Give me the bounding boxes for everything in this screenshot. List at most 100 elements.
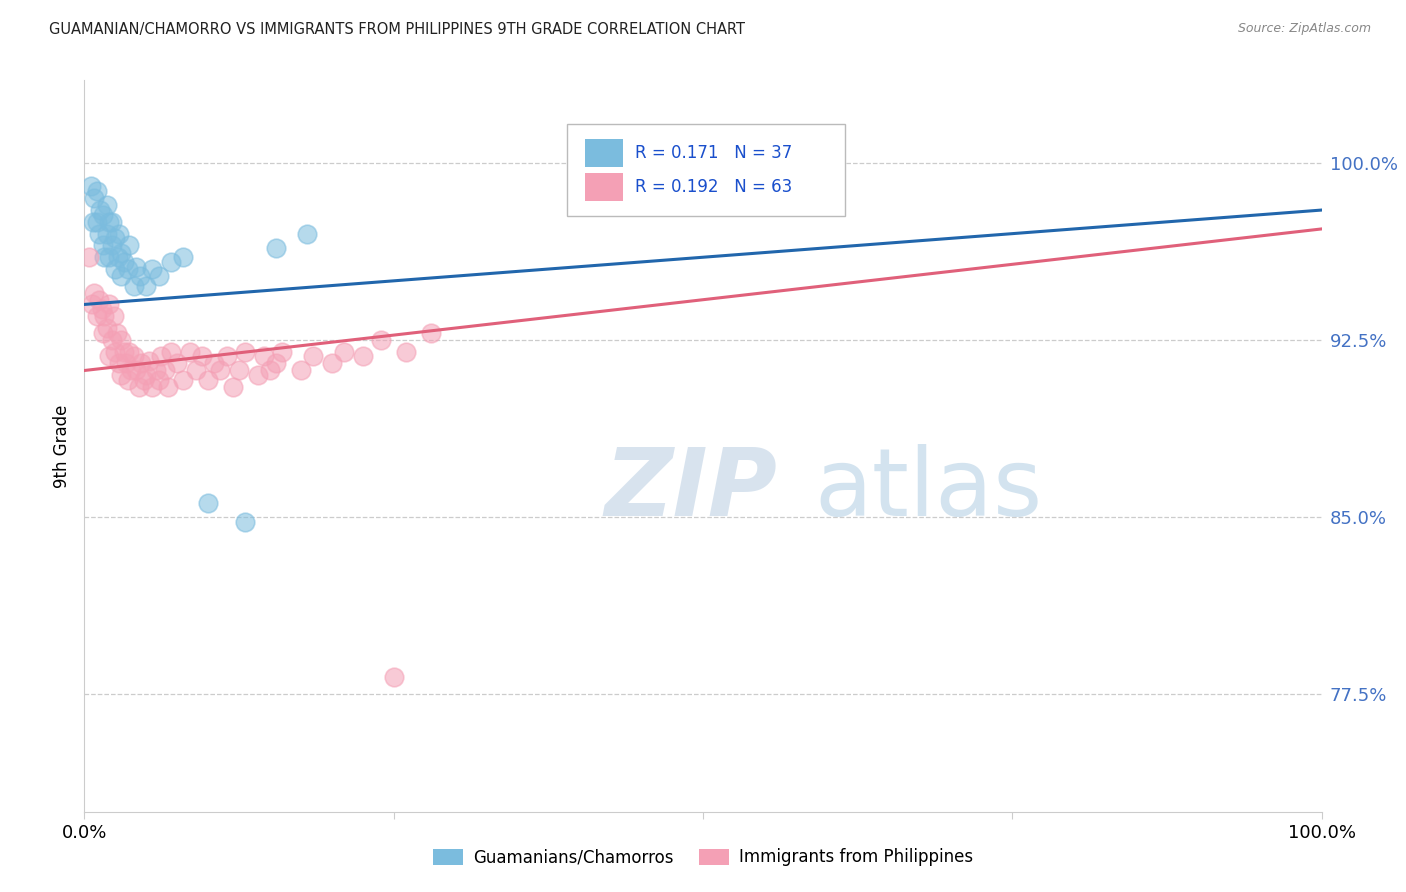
Point (122, 278, 145, 293)
Point (215, 349, 238, 363)
Point (148, 269, 170, 284)
Point (197, 373, 219, 387)
Point (233, 344, 256, 359)
FancyBboxPatch shape (567, 124, 845, 216)
Point (86, 215, 108, 229)
Point (108, 227, 131, 241)
Point (209, 363, 232, 377)
Legend: Guamanians/Chamorros, Immigrants from Philippines: Guamanians/Chamorros, Immigrants from Ph… (426, 841, 980, 873)
Point (112, 344, 135, 359)
Point (125, 260, 148, 274)
Point (98, 349, 121, 363)
Point (110, 269, 132, 284)
Point (118, 238, 141, 252)
Text: Source: ZipAtlas.com: Source: ZipAtlas.com (1237, 22, 1371, 36)
Point (110, 333, 132, 347)
Point (80, 297, 103, 311)
Point (98, 250, 121, 264)
Point (91, 326, 114, 340)
Point (157, 380, 180, 394)
Point (79, 179, 101, 194)
Text: R = 0.192   N = 63: R = 0.192 N = 63 (636, 178, 792, 196)
Point (197, 495, 219, 509)
Point (96, 321, 118, 335)
Point (135, 278, 157, 293)
Point (166, 356, 188, 370)
Point (395, 344, 418, 359)
Point (191, 349, 214, 363)
Point (333, 344, 356, 359)
Text: ZIP: ZIP (605, 444, 778, 536)
Point (108, 356, 131, 370)
Point (132, 373, 155, 387)
Point (112, 255, 135, 269)
Point (271, 344, 294, 359)
Point (160, 255, 183, 269)
Point (89, 202, 111, 217)
Point (105, 326, 128, 340)
Point (91, 208, 114, 222)
Point (122, 349, 145, 363)
Point (141, 262, 163, 277)
Point (233, 515, 256, 529)
Point (290, 363, 312, 377)
Point (135, 368, 157, 383)
Point (93, 250, 115, 264)
Point (172, 373, 194, 387)
Point (246, 368, 269, 383)
Point (110, 368, 132, 383)
Point (118, 344, 141, 359)
Y-axis label: 9th Grade: 9th Grade (53, 404, 72, 488)
Point (86, 310, 108, 324)
Point (107, 250, 129, 264)
Point (98, 215, 121, 229)
Point (148, 373, 170, 387)
Point (129, 356, 152, 370)
Point (160, 344, 183, 359)
Point (370, 333, 392, 347)
Text: R = 0.171   N = 37: R = 0.171 N = 37 (636, 144, 792, 161)
Point (295, 227, 318, 241)
Point (117, 373, 139, 387)
Point (83, 285, 105, 300)
Point (202, 356, 225, 370)
Point (172, 250, 194, 264)
Point (222, 380, 245, 394)
Point (104, 262, 127, 277)
Point (93, 310, 115, 324)
Point (228, 363, 250, 377)
Point (86, 184, 108, 198)
Point (110, 245, 132, 260)
Point (153, 363, 176, 377)
FancyBboxPatch shape (585, 173, 623, 201)
Point (128, 380, 150, 394)
Point (89, 293, 111, 307)
Point (89, 227, 111, 241)
Text: atlas: atlas (814, 444, 1043, 536)
Point (96, 198, 118, 212)
Point (120, 363, 142, 377)
Point (253, 349, 276, 363)
Point (129, 269, 152, 284)
Point (83, 191, 105, 205)
Point (321, 356, 343, 370)
Text: GUAMANIAN/CHAMORRO VS IMMIGRANTS FROM PHILIPPINES 9TH GRADE CORRELATION CHART: GUAMANIAN/CHAMORRO VS IMMIGRANTS FROM PH… (49, 22, 745, 37)
Point (264, 356, 287, 370)
Point (150, 349, 173, 363)
Point (104, 231, 127, 245)
Point (98, 297, 121, 311)
Point (141, 380, 163, 394)
Point (125, 363, 148, 377)
Point (145, 363, 167, 377)
Point (382, 670, 405, 684)
Point (264, 241, 287, 255)
Point (100, 238, 122, 252)
Point (103, 310, 125, 324)
Point (138, 354, 160, 368)
Point (179, 344, 201, 359)
Point (302, 349, 325, 363)
Point (115, 356, 138, 370)
Point (96, 227, 118, 241)
Point (91, 238, 114, 252)
Point (419, 326, 441, 340)
